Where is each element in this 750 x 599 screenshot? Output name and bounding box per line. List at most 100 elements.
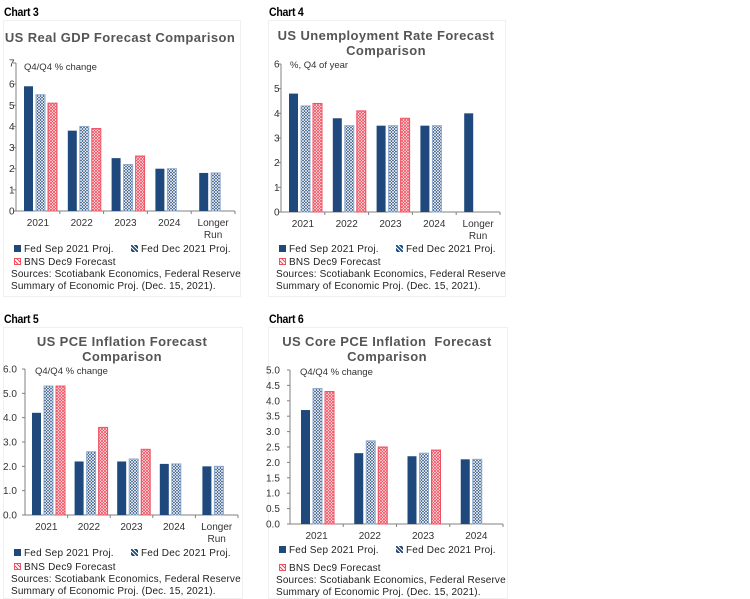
bar-fed-sep bbox=[289, 93, 298, 212]
y-tick-label: 4 bbox=[9, 122, 15, 133]
y-axis-unit-label: Q4/Q4 % change bbox=[24, 62, 97, 73]
bar-fed-dec bbox=[79, 125, 90, 212]
bar-fed-sep bbox=[354, 453, 364, 524]
y-tick-label: 2.5 bbox=[266, 443, 280, 454]
bar-bns bbox=[400, 117, 411, 213]
bar-fed-dec bbox=[344, 125, 355, 213]
bar-fed-sep bbox=[155, 168, 165, 211]
legend-swatch-hatched-red bbox=[279, 564, 286, 571]
bar-fed-sep bbox=[376, 125, 386, 212]
chart-3-source: Sources: Scotiabank Economics, Federal R… bbox=[11, 269, 241, 293]
x-tick-label: 2024 bbox=[163, 522, 186, 533]
y-tick-label: 6.0 bbox=[3, 365, 17, 376]
legend-swatch-solid-navy bbox=[14, 245, 21, 252]
y-tick-label: 2 bbox=[274, 158, 280, 169]
bar-fed-sep bbox=[460, 459, 470, 524]
legend-label: Fed Dec 2021 Proj. bbox=[141, 548, 231, 559]
legend-item-fed-dec: Fed Dec 2021 Proj. bbox=[396, 243, 496, 256]
legend-item-fed-dec: Fed Dec 2021 Proj. bbox=[131, 243, 231, 256]
x-tick-label: Run bbox=[204, 230, 222, 241]
bar-bns bbox=[98, 426, 109, 516]
bar-fed-dec bbox=[388, 125, 399, 213]
bar-fed-sep bbox=[24, 86, 33, 211]
x-tick-label: 2022 bbox=[359, 531, 382, 542]
y-tick-label: 6 bbox=[274, 60, 280, 71]
y-axis-unit-label: Q4/Q4 % change bbox=[35, 366, 108, 377]
legend-item-bns: BNS Dec9 Forecast bbox=[14, 256, 116, 269]
y-tick-label: 4.5 bbox=[266, 381, 280, 392]
bar-bns bbox=[377, 446, 388, 525]
chart-3-label: Chart 3 bbox=[4, 5, 39, 19]
y-axis-unit-label: Q4/Q4 % change bbox=[300, 367, 373, 378]
y-tick-label: 3.5 bbox=[266, 412, 280, 423]
chart-3-title-line: US Real GDP Forecast Comparison bbox=[4, 30, 236, 45]
y-tick-label: 7 bbox=[9, 59, 15, 70]
chart-4-title: US Unemployment Rate Forecast Comparison bbox=[268, 28, 504, 58]
bar-fed-dec bbox=[86, 451, 97, 516]
y-tick-label: 3.0 bbox=[3, 438, 17, 449]
legend-item-fed-sep: Fed Sep 2021 Proj. bbox=[14, 243, 114, 256]
y-tick-label: 2.0 bbox=[3, 462, 17, 473]
y-tick-label: 1.0 bbox=[266, 489, 280, 500]
chart-6-title-line: Comparison bbox=[347, 349, 427, 364]
bar-fed-sep bbox=[407, 456, 417, 524]
bar-fed-sep bbox=[32, 412, 41, 515]
chart-4-source: Sources: Scotiabank Economics, Federal R… bbox=[276, 269, 506, 293]
y-tick-label: 4.0 bbox=[266, 396, 280, 407]
legend-swatch-hatched-navy bbox=[396, 546, 403, 553]
bar-fed-sep bbox=[199, 172, 209, 211]
x-tick-label: 2023 bbox=[114, 218, 137, 229]
source-line: Sources: Scotiabank Economics, Federal R… bbox=[276, 575, 506, 586]
bar-fed-dec bbox=[213, 465, 224, 516]
y-tick-label: 1.0 bbox=[3, 486, 17, 497]
bar-bns bbox=[47, 102, 58, 212]
x-tick-label: 2021 bbox=[292, 219, 315, 230]
y-tick-label: 0 bbox=[9, 207, 15, 218]
bar-fed-dec bbox=[300, 105, 311, 213]
y-tick-label: 2 bbox=[9, 164, 15, 175]
y-tick-label: 0.0 bbox=[3, 511, 17, 522]
y-tick-label: 4.0 bbox=[3, 413, 17, 424]
legend-label: Fed Dec 2021 Proj. bbox=[406, 244, 496, 255]
chart-4-title-line: US Unemployment Rate Forecast bbox=[277, 28, 495, 43]
bar-fed-dec bbox=[43, 385, 54, 516]
chart-4-label: Chart 4 bbox=[269, 5, 304, 19]
legend-label: Fed Sep 2021 Proj. bbox=[24, 548, 114, 559]
legend-label: BNS Dec9 Forecast bbox=[289, 563, 381, 574]
y-tick-label: 2.0 bbox=[266, 458, 280, 469]
source-line: Summary of Economic Proj. (Dec. 15, 2021… bbox=[276, 587, 481, 598]
legend-swatch-hatched-red bbox=[14, 258, 21, 265]
bar-fed-sep bbox=[332, 118, 342, 212]
legend-swatch-solid-navy bbox=[279, 245, 286, 252]
bar-fed-dec bbox=[210, 172, 221, 212]
legend-label: BNS Dec9 Forecast bbox=[289, 257, 381, 268]
chart-4-title-line: Comparison bbox=[346, 43, 426, 58]
bar-bns bbox=[55, 385, 66, 516]
legend-swatch-hatched-navy bbox=[131, 245, 138, 252]
bar-bns bbox=[135, 155, 146, 212]
y-tick-label: 5.0 bbox=[266, 366, 280, 377]
y-tick-label: 1 bbox=[9, 185, 15, 196]
y-tick-label: 5 bbox=[274, 84, 280, 95]
legend-item-fed-sep: Fed Sep 2021 Proj. bbox=[279, 544, 379, 557]
bar-fed-dec bbox=[35, 94, 46, 212]
bar-fed-sep bbox=[74, 461, 84, 515]
bar-fed-sep bbox=[159, 463, 169, 515]
bar-fed-dec bbox=[171, 463, 182, 516]
bar-fed-sep bbox=[117, 461, 127, 515]
chart-3-panel bbox=[3, 20, 241, 297]
legend-swatch-hatched-navy bbox=[396, 245, 403, 252]
bar-fed-sep bbox=[420, 125, 430, 212]
legend-label: Fed Sep 2021 Proj. bbox=[289, 545, 379, 556]
legend-swatch-hatched-navy bbox=[131, 549, 138, 556]
bar-fed-sep bbox=[301, 410, 310, 524]
legend-label: BNS Dec9 Forecast bbox=[24, 257, 116, 268]
y-tick-label: 5 bbox=[9, 101, 15, 112]
x-tick-label: Longer bbox=[201, 522, 233, 533]
bar-bns bbox=[312, 102, 323, 213]
legend-item-fed-sep: Fed Sep 2021 Proj. bbox=[14, 547, 114, 560]
y-tick-label: 0.0 bbox=[266, 520, 280, 531]
bar-bns bbox=[431, 449, 441, 525]
legend-swatch-solid-navy bbox=[14, 549, 21, 556]
